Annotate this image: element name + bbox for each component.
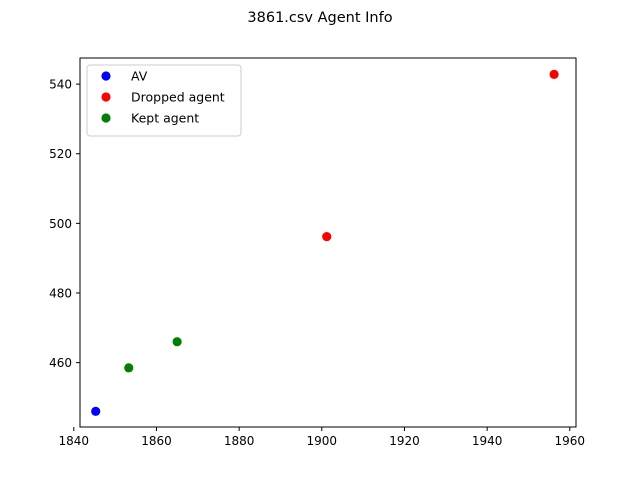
x-tick-label: 1840 bbox=[59, 434, 90, 448]
data-points bbox=[91, 69, 559, 416]
data-point bbox=[91, 406, 101, 416]
x-tick-label: 1940 bbox=[472, 434, 503, 448]
y-tick-label: 500 bbox=[49, 217, 72, 231]
x-tick-label: 1960 bbox=[555, 434, 586, 448]
y-tick-label: 540 bbox=[49, 78, 72, 92]
chart-title: 3861.csv Agent Info bbox=[247, 10, 392, 26]
x-tick-label: 1920 bbox=[389, 434, 420, 448]
legend-label: AV bbox=[131, 69, 148, 84]
axes-frame bbox=[79, 57, 577, 428]
data-point bbox=[322, 231, 332, 242]
legend-marker bbox=[101, 92, 111, 102]
x-tick-label: 1860 bbox=[141, 434, 172, 448]
y-tick-label: 480 bbox=[49, 286, 72, 300]
x-tick-label: 1880 bbox=[224, 434, 255, 448]
y-tick-label: 520 bbox=[49, 147, 72, 161]
legend-box bbox=[86, 64, 242, 137]
axis-ticks: 1840 1860 1880 1900 1920 1940 1960 460 480 500 520… bbox=[49, 78, 585, 448]
x-tick-label: 1900 bbox=[307, 434, 338, 448]
legend-marker bbox=[101, 113, 111, 123]
legend: AV Dropped agent Kept agent bbox=[86, 64, 242, 137]
y-tick-label: 460 bbox=[49, 356, 72, 370]
legend-label: Kept agent bbox=[131, 111, 199, 126]
data-point bbox=[124, 363, 134, 373]
data-point bbox=[172, 337, 182, 347]
legend-marker bbox=[101, 71, 111, 81]
legend-label: Dropped agent bbox=[131, 90, 225, 105]
data-point bbox=[549, 69, 559, 79]
